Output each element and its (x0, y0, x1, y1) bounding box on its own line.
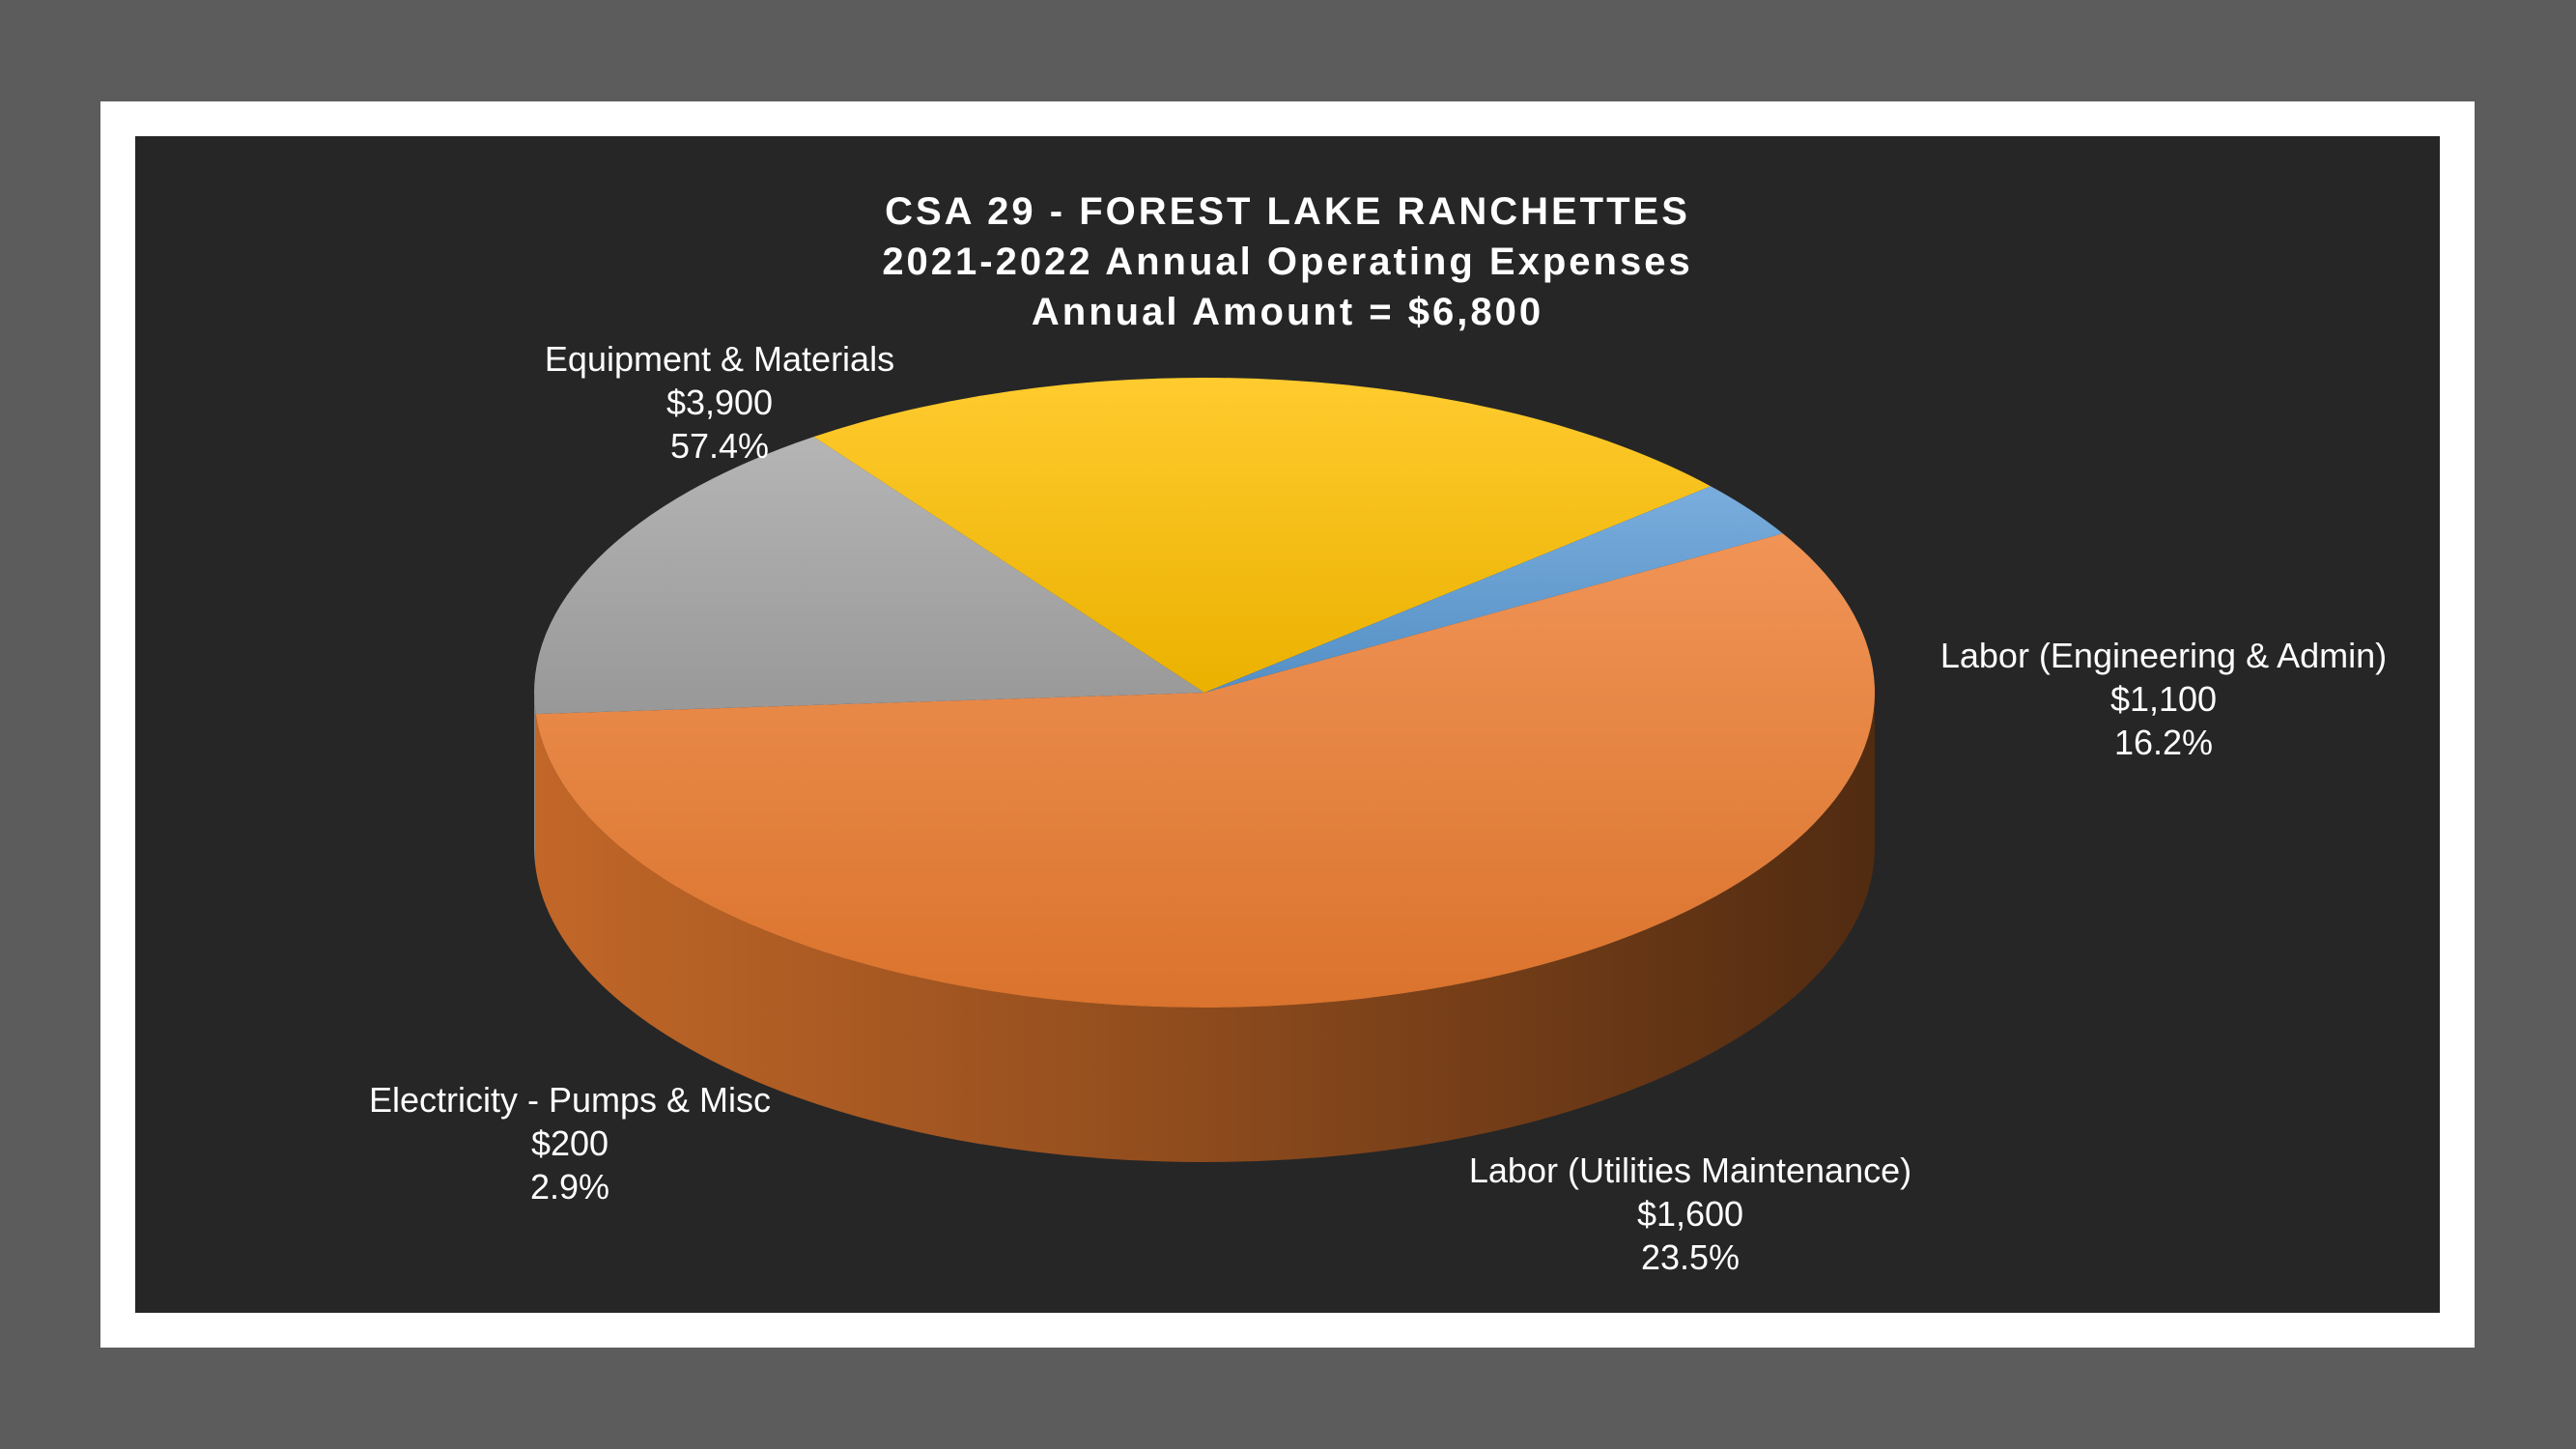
label-electricity-name: Electricity - Pumps & Misc (368, 1080, 772, 1120)
pie-slice-3 (1204, 486, 1783, 693)
chart-title: CSA 29 - FOREST LAKE RANCHETTES 2021-202… (135, 186, 2440, 337)
label-equipment-percent: 57.4% (669, 426, 770, 466)
label-equipment-name: Equipment & Materials (544, 339, 895, 379)
label-utilities-percent: 23.5% (1640, 1237, 1741, 1277)
pie-slice-1 (534, 437, 1204, 715)
pie-slice-side-1 (534, 693, 536, 869)
pie-slice-0 (535, 533, 1875, 1008)
label-electricity-value: $200 (530, 1123, 609, 1163)
label-electricity: Electricity - Pumps & Misc $200 2.9% (319, 1078, 821, 1208)
label-engineering-value: $1,100 (2109, 679, 2218, 719)
label-labor-utilities: Labor (Utilities Maintenance) $1,600 23.… (1401, 1149, 1980, 1279)
label-utilities-name: Labor (Utilities Maintenance) (1468, 1151, 1912, 1190)
pie-slice-2 (813, 378, 1712, 693)
label-labor-engineering: Labor (Engineering & Admin) $1,100 16.2% (1874, 634, 2453, 764)
label-utilities-value: $1,600 (1636, 1194, 1744, 1234)
label-engineering-percent: 16.2% (2113, 723, 2214, 762)
outer-frame: CSA 29 - FOREST LAKE RANCHETTES 2021-202… (100, 101, 2475, 1348)
chart-panel: CSA 29 - FOREST LAKE RANCHETTES 2021-202… (135, 136, 2440, 1313)
title-line-1: CSA 29 - FOREST LAKE RANCHETTES (885, 190, 1690, 233)
title-line-3: Annual Amount = $6,800 (1031, 291, 1544, 333)
title-line-2: 2021-2022 Annual Operating Expenses (882, 241, 1693, 283)
label-electricity-percent: 2.9% (529, 1167, 610, 1207)
label-equipment-materials: Equipment & Materials $3,900 57.4% (488, 337, 951, 468)
pie-chart (534, 378, 1875, 1162)
label-engineering-name: Labor (Engineering & Admin) (1939, 636, 2388, 675)
pie-slice-side-0 (535, 693, 1875, 1162)
label-equipment-value: $3,900 (665, 383, 774, 422)
